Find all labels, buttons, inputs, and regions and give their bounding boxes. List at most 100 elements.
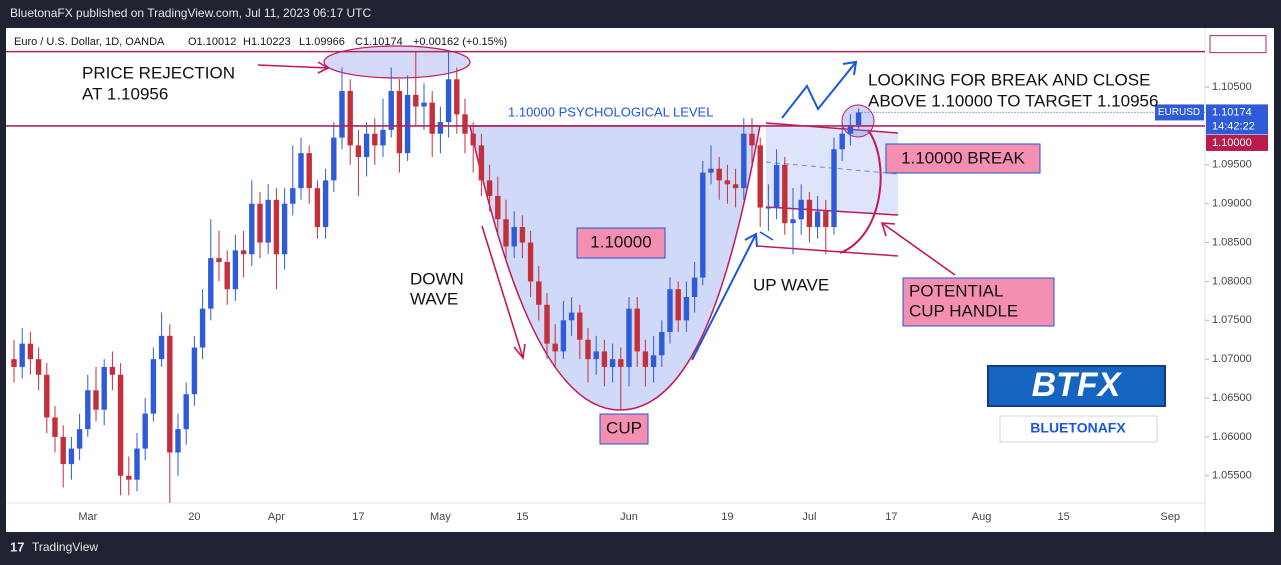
candle-body [618,359,624,367]
annotation: CUP [606,418,642,437]
annotation: LOOKING FOR BREAK AND CLOSE [868,70,1150,89]
candle-body [552,343,558,352]
x-tick-label: 17 [885,511,897,523]
logo-box [987,365,1166,407]
candle-body [232,250,239,290]
x-tick-label: Sep [1160,511,1180,523]
y-tick-label: 1.07000 [1212,353,1252,365]
candle-body [429,102,435,134]
footer: TradingView [32,540,98,554]
y-tick-label: 1.10500 [1212,81,1252,93]
candle-body [363,133,370,158]
handle-arrow [880,222,956,276]
candle-body [158,335,165,360]
x-tick-label: 15 [1057,511,1069,523]
x-tick-label: Jun [620,511,638,523]
candle-body [85,390,91,430]
candle-body [675,289,681,321]
candle-body [240,250,247,255]
annotation-box [902,277,1055,327]
candle-body [503,219,509,247]
annotation: ABOVE 1.10000 TO TARGET 1.10956 [868,91,1158,110]
x-tick-label: Jul [802,511,816,523]
candle-body [773,164,780,208]
candle-body [757,145,763,208]
down-arrow [481,225,526,360]
x-tick-label: 15 [516,511,528,523]
annotation: 1.10000 [590,232,651,251]
candle-body [44,374,50,418]
logo-sub-box [999,415,1158,443]
candle-body [347,90,353,146]
y-tick-label: 1.08500 [1212,236,1252,248]
candle-body [11,359,17,367]
annotation-box [599,413,649,445]
candle-body [519,227,526,243]
channel-top [765,122,899,134]
annotation: 1.10000 BREAK [901,148,1025,167]
candle-body [814,211,821,228]
candle-body [544,304,550,344]
candle-body [609,359,616,367]
candle-body [724,180,731,185]
candle-body [93,390,99,410]
y-tick-label: 1.09500 [1212,159,1252,171]
ohlc-high: H1.10223 [243,36,291,48]
y-tick-label: 1.08000 [1212,275,1252,287]
logo-sub: BLUETONAFX [1030,420,1126,436]
candle-body [847,125,854,134]
candle-body [659,331,665,356]
price-tag-label: 1.10174 [1212,106,1252,118]
candle-body [454,79,460,115]
candle-body [331,137,337,181]
level-tag [1209,35,1267,54]
annotation-box [576,227,666,259]
footer-icon: 17 [10,539,24,554]
candle-body [790,219,796,224]
annotation: CUP HANDLE [909,301,1018,320]
y-tick-label: 1.05500 [1212,470,1252,482]
candle-body [511,227,517,247]
candle-body [101,366,107,410]
candle-body [314,188,321,228]
candle-body [782,164,788,224]
annotation: AT 1.10956 [82,84,168,103]
candle-body [716,168,722,181]
rejection-arrow [257,61,330,74]
y-tick-label: 1.09000 [1212,198,1252,210]
candle-body [855,112,862,126]
ohlc-close: C1.10174 [355,36,403,48]
candle-body [577,312,583,340]
ticker-label: EURUSD [1158,107,1200,118]
candle-body [224,262,230,290]
candle-body [322,180,329,228]
candle-body [404,94,411,154]
candle-body [700,172,706,278]
x-tick-label: Aug [972,511,992,523]
candle-body [470,133,476,146]
annotation: PRICE REJECTION [82,63,235,82]
candle-body [208,258,214,309]
candle-body [462,114,468,134]
candle-body [683,296,690,321]
candle-body [380,129,386,146]
ticker-tag [1155,104,1204,121]
candle-body [626,308,632,367]
annotation: 1.10000 PSYCHOLOGICAL LEVEL [508,104,713,119]
logo: BTFX [1032,366,1123,404]
x-tick-label: Apr [268,511,285,523]
candle-body [667,289,673,332]
candle-body [568,312,575,321]
candle-body [216,258,222,263]
candle-body [68,448,75,465]
y-tick-label: 1.06500 [1212,392,1252,404]
candle-body [486,180,493,196]
y-tick-label: 1.06000 [1212,431,1252,443]
candle-body [298,153,304,189]
candle-body [355,145,362,158]
annotation: UP WAVE [753,275,829,294]
candle-body [421,102,427,107]
candle-body [142,413,148,449]
